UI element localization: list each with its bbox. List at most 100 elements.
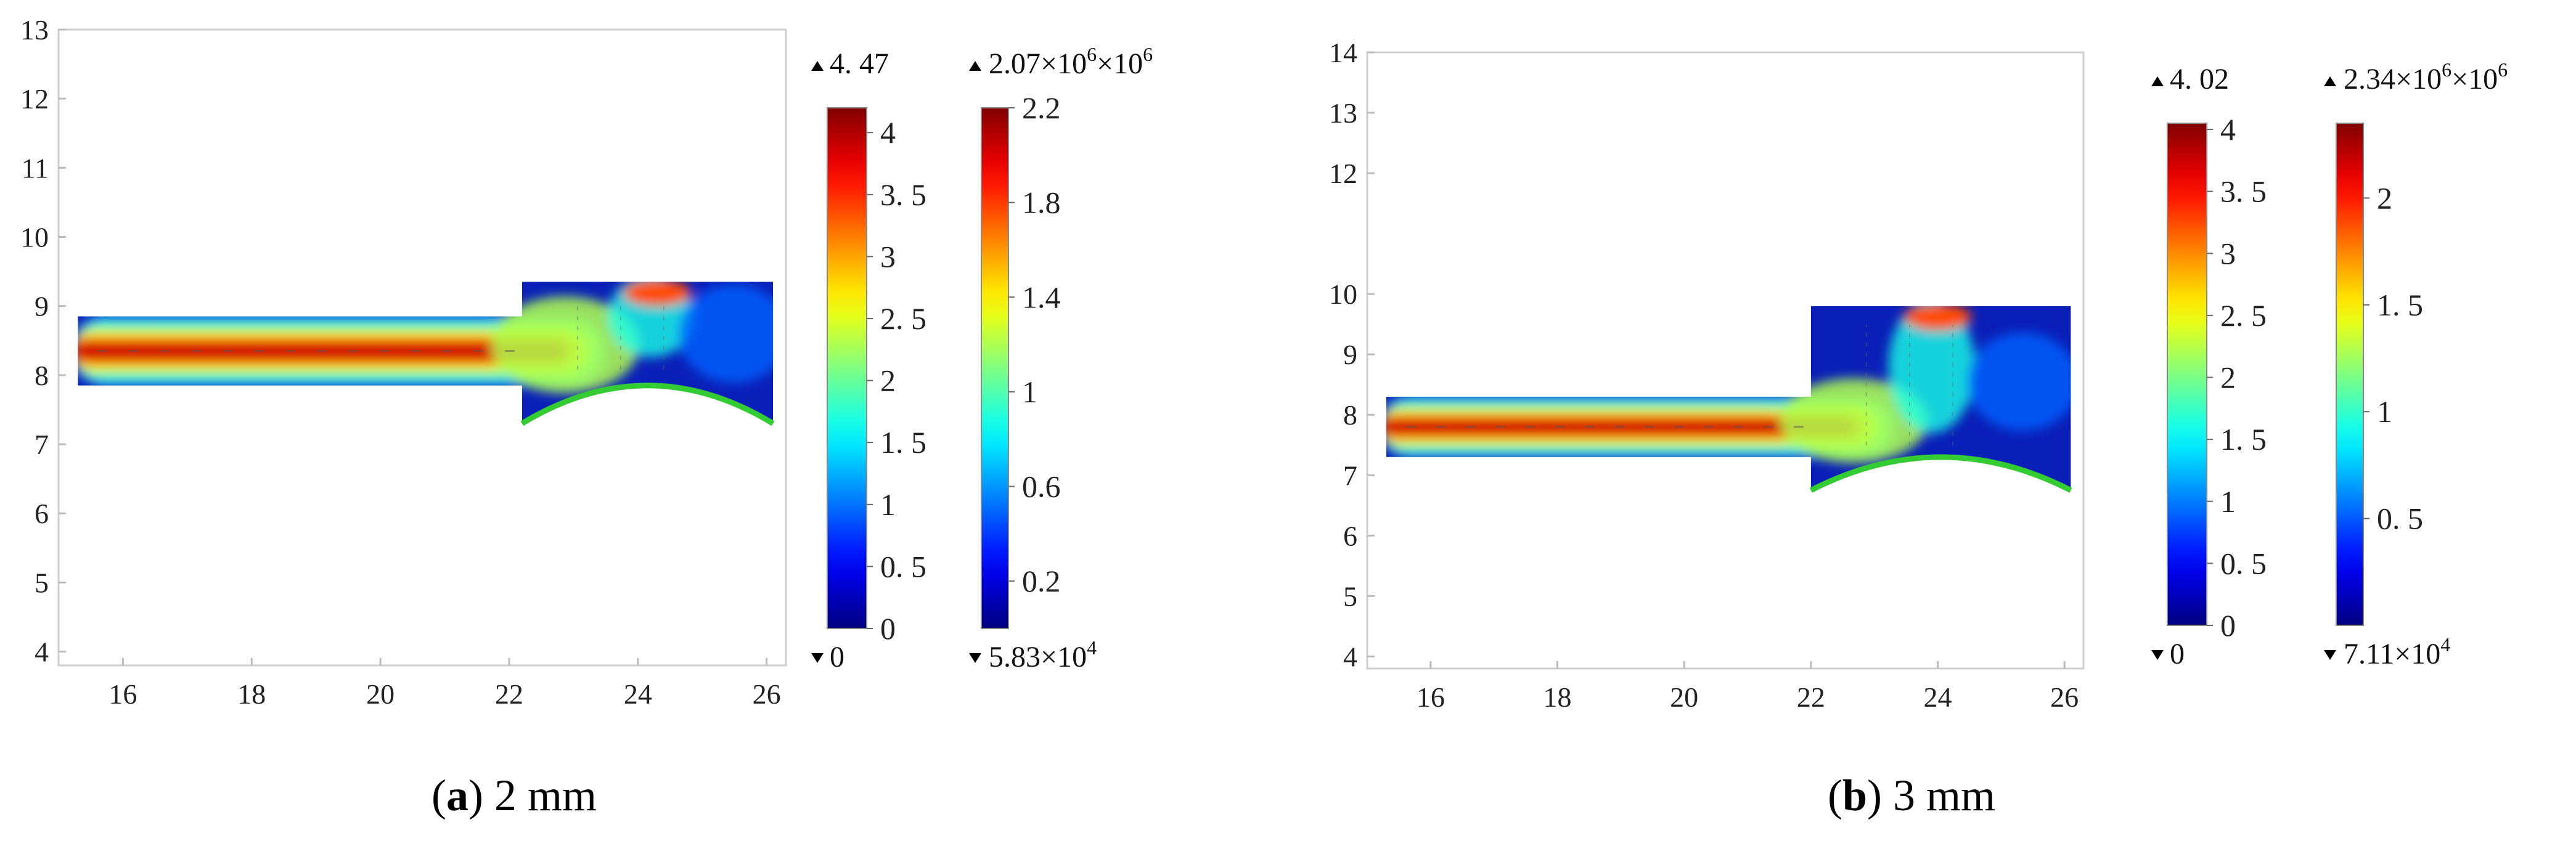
min-exponent: 4 [2440,633,2450,656]
velocity-contours [1386,306,2071,463]
outlet-hotspot [623,282,692,307]
panel-b: 16 18 20 22 24 26 4 5 6 7 8 9 10 12 13 14 0 0. 5 1 1. 5 2 2. … [1288,0,2576,841]
colorbar-tick-label: 3 [880,239,896,274]
colorbar-tick-label: 1. 5 [2377,288,2423,322]
y-tick-label: 10 [20,222,49,253]
colorbar-tick-label: 1 [2377,394,2392,429]
colorbar-pressure [2336,123,2364,626]
panel-a: 16 18 20 22 24 26 4 5 6 7 8 9 10 11 12 13 0 0. 5 1 1. 5 2 2. … [20,14,1153,820]
colorbar-tick-label: 3. 5 [2220,174,2267,209]
y-tick-label: 7 [1343,460,1357,491]
colorbar-tick-label: 1. 5 [880,425,926,460]
colorbar-tick-label: 0. 5 [2377,502,2423,536]
x-tick-label: 22 [1797,681,1825,713]
y-tick-label: 14 [1329,37,1357,68]
max-marker-icon [969,61,981,71]
y-tick-label: 9 [1343,339,1357,370]
wall-boundary [520,383,775,426]
y-tick-label: 4 [35,636,49,668]
outlet-hotspot [1903,306,1972,331]
x-tick-label: 24 [624,678,652,710]
min-marker-icon [811,653,824,663]
colorbar-tick-label: 2.2 [1022,91,1061,125]
x-tick-label: 16 [1417,681,1445,713]
y-tick-label: 8 [1343,399,1357,431]
x-tick-label: 18 [237,678,266,710]
y-tick-label: 13 [20,14,49,46]
x-tick-label: 26 [753,678,781,710]
colorbar-velocity [2167,123,2207,626]
flow-field-b [1386,306,2071,490]
colorbar-tick-label: 4 [880,115,896,150]
x-tick-label: 20 [1670,681,1698,713]
colorbar-tick-label: 0.2 [1022,564,1061,598]
colorbar-tick-label: 0 [880,611,896,646]
y-tick-label: 9 [35,291,49,322]
y-tick-label: 10 [1329,278,1357,310]
y-tick-label: 5 [1343,580,1357,612]
colorbar-tick-label: 2. 5 [2220,298,2267,333]
max-exponent: 6 [2442,59,2451,81]
max-marker-icon [2324,76,2336,86]
max-suffix-exponent: 6 [1143,43,1153,65]
recirculation [1967,332,2071,431]
x-tick-label: 20 [366,678,395,710]
min-marker-icon [2324,650,2336,660]
colorbar-tick-label: 0.6 [1022,469,1061,504]
min-marker-icon [969,653,981,663]
max-suffix: ×10 [1097,47,1143,80]
colorbar-velocity [827,107,867,629]
colorbar-tick-label: 3. 5 [880,177,926,212]
colorbar-tick-label: 0 [2220,608,2236,643]
plume-rise [1888,306,1975,433]
colorbar-tick-label: 1 [2220,484,2236,519]
y-tick-label: 12 [1329,158,1357,189]
caption-b-text: 3 mm [1893,771,1996,820]
max-mantissa: 2.07×10 [989,47,1087,80]
colorbar-tick-label: 1 [1022,375,1037,409]
max-suffix: ×10 [2451,63,2498,95]
x-tick-label: 18 [1543,681,1571,713]
max-mantissa: 2.34×10 [2344,63,2442,95]
y-tick-label: 12 [20,83,49,115]
colorbar-pressure-min: 7.11×104 [2344,633,2450,670]
y-tick-label: 6 [1343,520,1357,551]
max-exponent: 6 [1087,43,1097,65]
colorbar-tick-label: 1.8 [1022,185,1061,220]
colorbar-tick-label: 3 [2220,236,2236,270]
y-tick-label: 4 [1343,641,1357,672]
min-mantissa: 7.11×10 [2344,638,2440,670]
max-suffix-exponent: 6 [2498,59,2508,81]
min-mantissa: 5.83×10 [989,641,1087,673]
y-tick-label: 8 [35,360,49,391]
plume [491,296,639,394]
y-tick-label: 13 [1329,97,1357,129]
colorbar-pressure-max: 2.34×106×106 [2344,59,2508,95]
recirculation [678,284,774,383]
caption-b-label: b [1842,771,1868,820]
min-exponent: 4 [1087,636,1097,659]
colorbar-velocity-min: 0 [2170,638,2185,670]
colorbar-pressure [981,107,1009,629]
y-tick-label: 7 [35,429,49,460]
colorbar-tick-label: 2 [880,364,896,398]
wall-boundary [1809,454,2072,493]
colorbar-tick-label: 1 [880,487,896,522]
y-tick-label: 6 [35,498,49,529]
colorbar-tick-label: 0. 5 [880,549,926,583]
max-marker-icon [2151,76,2164,86]
colorbar-pressure-max: 2.07×106×106 [989,43,1153,80]
caption-a-text: 2 mm [494,771,597,820]
colorbar-velocity-max: 4. 47 [830,47,889,80]
colorbar-pressure-min: 5.83×104 [989,636,1097,673]
max-marker-icon [811,61,824,71]
min-marker-icon [2151,650,2164,660]
colorbar-velocity-min: 0 [830,641,844,673]
velocity-contours [78,282,774,394]
colorbar-tick-label: 4 [2220,112,2236,147]
colorbar-velocity-max: 4. 02 [2170,63,2229,95]
colorbar-tick-label: 0. 5 [2220,546,2267,580]
flow-field-a [78,282,774,424]
